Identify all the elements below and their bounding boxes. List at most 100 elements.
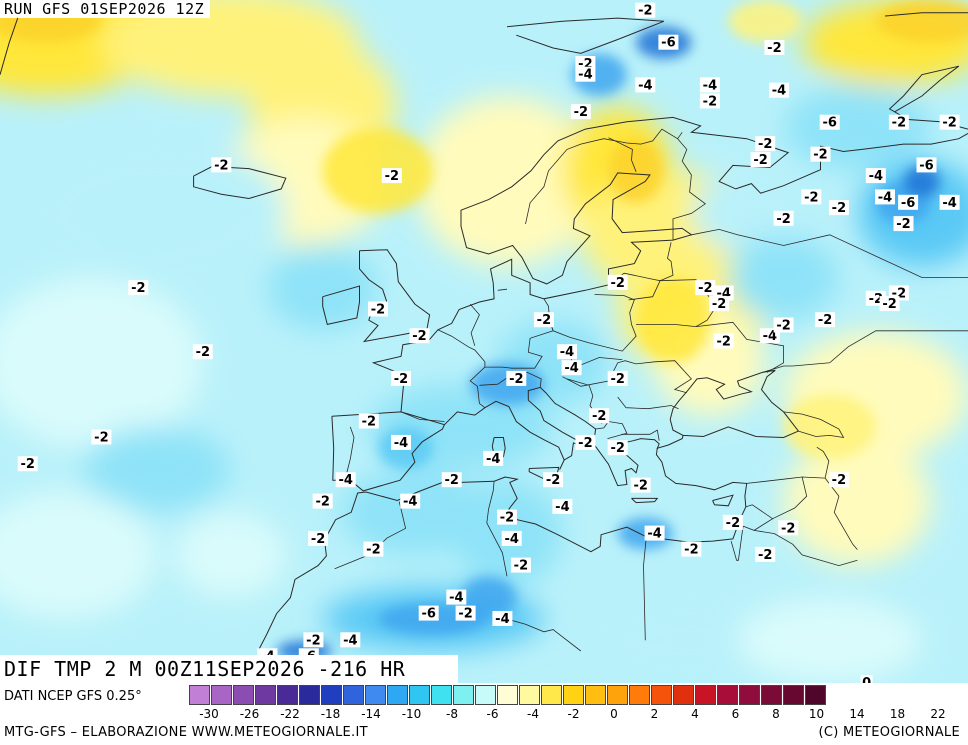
scale-swatch: [497, 685, 518, 705]
coastline: [888, 65, 968, 130]
value-label-bg: [875, 189, 895, 205]
scale-tick-label: -14: [361, 707, 381, 721]
scale-swatch: [255, 685, 276, 705]
country-border: [762, 365, 793, 373]
scale-tick-label: -4: [527, 707, 539, 721]
value-label-bg: [533, 312, 554, 328]
value-label-text: -2: [882, 297, 896, 312]
value-label: -2: [630, 477, 651, 494]
value-label-bg: [695, 280, 716, 296]
value-label: -4: [340, 632, 361, 648]
coastline: [322, 285, 360, 325]
anomaly-blob: [737, 597, 922, 683]
coastline: [444, 369, 800, 487]
country-border: [334, 501, 407, 570]
coastline: [631, 497, 659, 504]
color-scale-ticks: -30-26-22-18-14-10-8-6-4-202468101418223…: [0, 707, 968, 723]
value-label: -4: [501, 530, 522, 547]
value-label-text: -2: [131, 281, 145, 296]
weather-map: -2 -2 -2 -2 -2 -2 -2 -2 -2 -2 -4 -4 -4 -2 -2 -2 -2 -4 -2 -4…: [0, 0, 968, 683]
value-label: -2: [828, 200, 849, 216]
scale-swatch: [805, 685, 826, 705]
value-label-bg: [312, 493, 333, 509]
value-label: -2: [755, 136, 776, 152]
value-label-bg: [658, 34, 679, 50]
scale-swatch: [409, 685, 430, 705]
value-label-text: -4: [878, 190, 892, 205]
value-label-text: -2: [385, 169, 399, 184]
value-label: -2: [128, 280, 149, 296]
value-label-text: -4: [486, 452, 500, 467]
scale-tick-label: -2: [567, 707, 580, 721]
value-label: -2: [533, 312, 554, 328]
value-label-bg: [589, 408, 610, 424]
value-label-text: -2: [412, 329, 426, 344]
value-label: -2: [91, 429, 112, 446]
value-label-bg: [939, 194, 960, 210]
country-border: [772, 476, 808, 520]
value-label: -4: [644, 525, 665, 542]
scale-swatch: [673, 685, 694, 705]
value-label-bg: [418, 605, 439, 621]
value-label-bg: [709, 296, 730, 312]
value-label-bg: [815, 312, 836, 328]
value-label-text: -6: [822, 116, 836, 131]
value-label: -2: [607, 440, 628, 456]
value-label: -2: [815, 312, 836, 328]
scale-tick-label: -18: [320, 707, 341, 721]
value-label: -2: [391, 370, 411, 387]
scale-tick-label: 10: [808, 707, 825, 721]
value-label-bg: [441, 472, 462, 488]
value-label-text: -4: [394, 436, 408, 451]
value-label: -2: [755, 546, 776, 563]
value-label-text: -2: [610, 372, 624, 387]
value-label-text: -4: [504, 532, 518, 547]
value-label: -2: [810, 146, 831, 163]
scale-swatch: [387, 685, 408, 705]
value-label-bg: [713, 333, 734, 349]
scale-tick-label: -22: [280, 707, 300, 721]
country-border: [437, 329, 486, 409]
country-border: [525, 138, 604, 225]
scale-tick-label: 14: [849, 707, 865, 721]
scale-swatch: [343, 685, 364, 705]
value-label-text: -2: [574, 105, 588, 120]
value-label-text: -2: [514, 559, 528, 574]
value-label-bg: [391, 434, 411, 450]
value-label: -2: [543, 472, 564, 488]
value-label: -6: [819, 114, 840, 131]
run-label: RUN GFS 01SEP2026 12Z: [0, 0, 211, 18]
scale-swatch: [761, 685, 782, 705]
value-label: -2: [801, 189, 822, 205]
value-label: -2: [778, 520, 799, 536]
value-label: -2: [699, 93, 720, 109]
coastline: [491, 437, 506, 461]
value-label: -2: [764, 40, 785, 56]
value-label-text: -2: [196, 345, 210, 360]
credit-left: MTG-GFS – ELABORAZIONE WWW.METEOGIORNALE…: [4, 725, 368, 740]
value-label-bg: [630, 477, 651, 493]
value-label-text: -2: [758, 548, 772, 563]
value-label-bg: [773, 317, 794, 333]
coastline: [371, 116, 968, 412]
value-label: -2: [709, 296, 730, 312]
value-label-text: -2: [818, 313, 832, 328]
value-label: -2: [363, 541, 384, 558]
anomaly-blob: [82, 426, 231, 513]
value-label-text: -2: [394, 372, 408, 387]
value-label-text: -4: [560, 345, 574, 360]
value-label-bg: [769, 82, 789, 98]
value-label-bg: [368, 301, 388, 317]
value-label-text: -2: [458, 607, 472, 622]
value-label: -2: [506, 370, 527, 387]
value-label: -2: [722, 514, 743, 531]
value-label: -2: [441, 472, 462, 488]
country-border: [792, 330, 968, 367]
scale-tick-label: 2: [650, 707, 659, 721]
value-label-text: -4: [338, 473, 352, 488]
country-border: [691, 228, 968, 278]
value-label-bg: [510, 557, 531, 573]
value-label-bg: [755, 136, 776, 152]
country-border: [608, 137, 637, 172]
value-label-text: -2: [578, 436, 592, 451]
